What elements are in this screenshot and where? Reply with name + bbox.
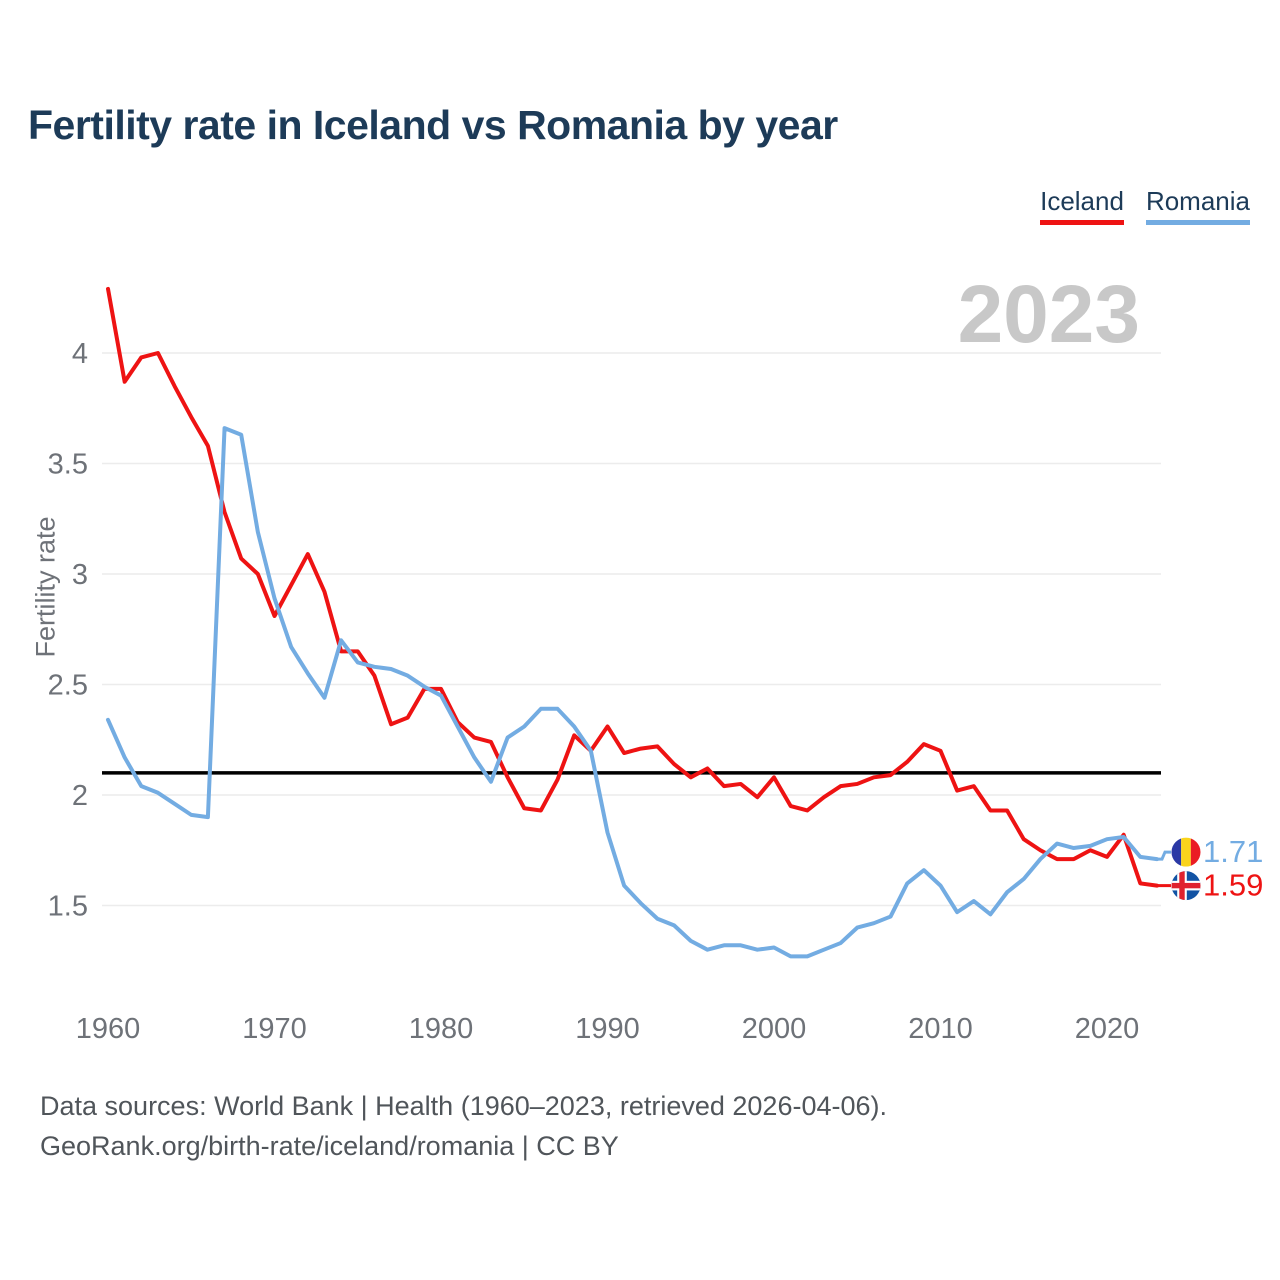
x-tick-label: 2000 [742,1013,807,1045]
legend-item-romania[interactable]: Romania [1145,186,1250,225]
romania-flag-icon [1171,837,1201,867]
y-tick-label: 4 [72,338,88,370]
footer-attribution: GeoRank.org/birth-rate/iceland/romania |… [40,1131,619,1161]
footer-sources: Data sources: World Bank | Health (1960–… [40,1091,887,1121]
x-tick-label: 1990 [575,1013,640,1045]
y-tick-label: 1.5 [48,891,88,923]
page-title: Fertility rate in Iceland vs Romania by … [28,102,838,148]
romania-line [106,426,1159,959]
x-tick-label: 2010 [908,1013,973,1045]
legend-label-iceland: Iceland [1040,186,1124,216]
x-tick-label: 1970 [242,1013,307,1045]
legend-item-iceland[interactable]: Iceland [1040,186,1124,225]
y-tick-label: 2 [72,780,88,812]
legend: Iceland Romania [1040,186,1250,225]
y-tick-label: 3 [72,559,88,591]
iceland-flag-icon [1171,871,1201,901]
y-tick-label: 3.5 [48,449,88,481]
footer: Data sources: World Bank | Health (1960–… [40,1086,887,1166]
legend-label-romania: Romania [1145,186,1250,216]
x-tick-label: 1980 [409,1013,474,1045]
y-tick-label: 2.5 [48,670,88,702]
watermark-year: 2023 [957,269,1140,360]
iceland-end-value: 1.59 [1203,868,1263,903]
romania-end-value: 1.71 [1203,834,1263,869]
x-tick-label: 1960 [76,1013,141,1045]
romania-connector [1157,850,1171,861]
x-tick-label: 2020 [1075,1013,1140,1045]
iceland-line [106,286,1159,888]
